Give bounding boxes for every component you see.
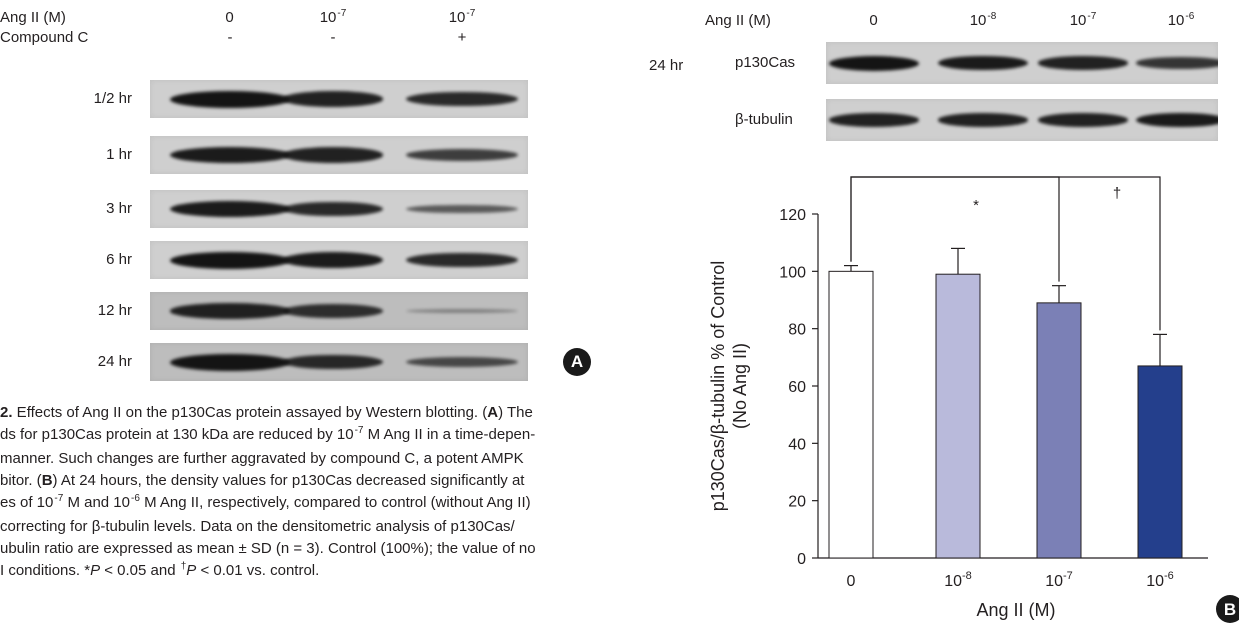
x-axis-label: Ang II (M) [976,600,1055,620]
panel-a-badge: A [563,348,591,376]
time-row-label: 6 hr [106,251,132,268]
x-tick-label: 10-8 [944,570,972,590]
y-tick-label: 40 [788,436,806,453]
blot-band [406,91,518,107]
panel-a-compound-label: Compound C [0,29,89,46]
y-tick-label: 100 [779,264,806,281]
panel-b-time-label: 24 hr [649,57,684,74]
significance-bracket [850,176,1060,282]
time-row-label: 12 hr [97,302,132,319]
x-tick-label: 10-7 [1045,570,1073,590]
blot-band [283,354,383,370]
blot-band [170,251,290,269]
figure-caption: 2. Effects of Ang II on the p130Cas prot… [0,402,585,584]
y-tick-label: 80 [788,322,806,339]
blot-band [938,55,1028,71]
bar [828,270,874,559]
blot-strip [150,241,528,279]
blot-band [406,252,518,268]
blot-strip [150,190,528,228]
panel-b-conc-header: 0 [869,12,878,29]
blot-band [283,304,383,318]
significance-bracket [850,176,1161,331]
y-axis-label: (No Ang II) [730,343,750,429]
blot-strip [826,42,1218,84]
panel-b-badge-label: B [1224,600,1236,619]
caption-line: manner. Such changes are further aggrava… [0,450,524,467]
blot-band [170,303,290,319]
caption-line: ubulin ratio are expressed as mean ± SD … [0,540,536,557]
blot-band [170,353,290,371]
blot-strip [150,80,528,118]
significance-marker: * [973,197,979,214]
significance-marker: † [1113,185,1121,202]
blot-band [406,149,518,161]
bar-chart: 0 20 40 60 80 100 120 0 10-8 10-7 10-6 Ang II (M) p1… [708,176,1239,623]
caption-line: 2. Effects of Ang II on the p130Cas prot… [0,404,533,421]
panel-b-badge [1216,595,1239,623]
panel-a-conc-header: 0 [225,9,234,26]
panel-b-conc-header: 10-7 [1069,11,1097,29]
bar [1137,365,1183,559]
caption-line: I conditions. *P < 0.05 and †P < 0.01 vs… [0,561,320,579]
blot-band [283,201,383,217]
panel-a-compound-sign: - [330,29,336,46]
caption-line: ds for p130Cas protein at 130 kDa are re… [0,425,536,443]
blot-band [170,90,290,108]
blot-band [829,113,919,127]
blot-strip [150,343,528,381]
bar [1036,302,1082,559]
panel-a-compound-sign: + [457,29,467,46]
panel-a-conc-header: 10-7 [448,8,476,26]
blot-strip [826,99,1218,141]
blot-band [283,147,383,163]
blot-band [1038,56,1128,70]
caption-line: bitor. (B) At 24 hours, the density valu… [0,472,525,489]
blot-strip [150,136,528,174]
y-tick-label: 120 [779,207,806,224]
caption-line: es of 10-7 M and 10-6 M Ang II, respecti… [0,493,531,511]
y-axis-label: p130Cas/β-tubulin % of Control [708,261,728,512]
blot-band [829,55,919,71]
blot-band [406,356,518,368]
y-tick-label: 0 [797,551,806,568]
blot-band [283,91,383,107]
blot-band [406,204,518,214]
time-row-label: 1 hr [106,146,132,163]
x-tick-label: 10-6 [1146,570,1174,590]
panel-b-conc-header: 10-6 [1167,11,1195,29]
blot-row-label: p130Cas [735,54,796,71]
time-row-label: 3 hr [106,200,132,217]
blot-strip [150,292,528,330]
blot-band [1136,57,1218,69]
blot-band [406,309,518,313]
y-tick-label: 20 [788,494,806,511]
panel-a-ang-label: Ang II (M) [0,9,66,26]
bar [935,273,981,559]
blot-row-label: β-tubulin [735,111,793,128]
time-row-label: 1/2 hr [93,90,132,107]
panel-a-conc-header: 10-7 [319,8,347,26]
time-row-label: 24 hr [97,353,132,370]
blot-band [1038,113,1128,127]
panel-b-ang-label: Ang II (M) [705,12,771,29]
blot-band [283,251,383,269]
x-tick-label: 0 [847,573,856,590]
blot-band [170,200,290,218]
blot-band [170,146,290,164]
caption-line: correcting for β-tubulin levels. Data on… [0,518,515,535]
panel-a-compound-sign: - [227,29,233,46]
panel-b-conc-header: 10-8 [969,11,997,29]
blot-band [1136,112,1218,128]
y-tick-label: 60 [788,379,806,396]
blot-band [938,113,1028,127]
